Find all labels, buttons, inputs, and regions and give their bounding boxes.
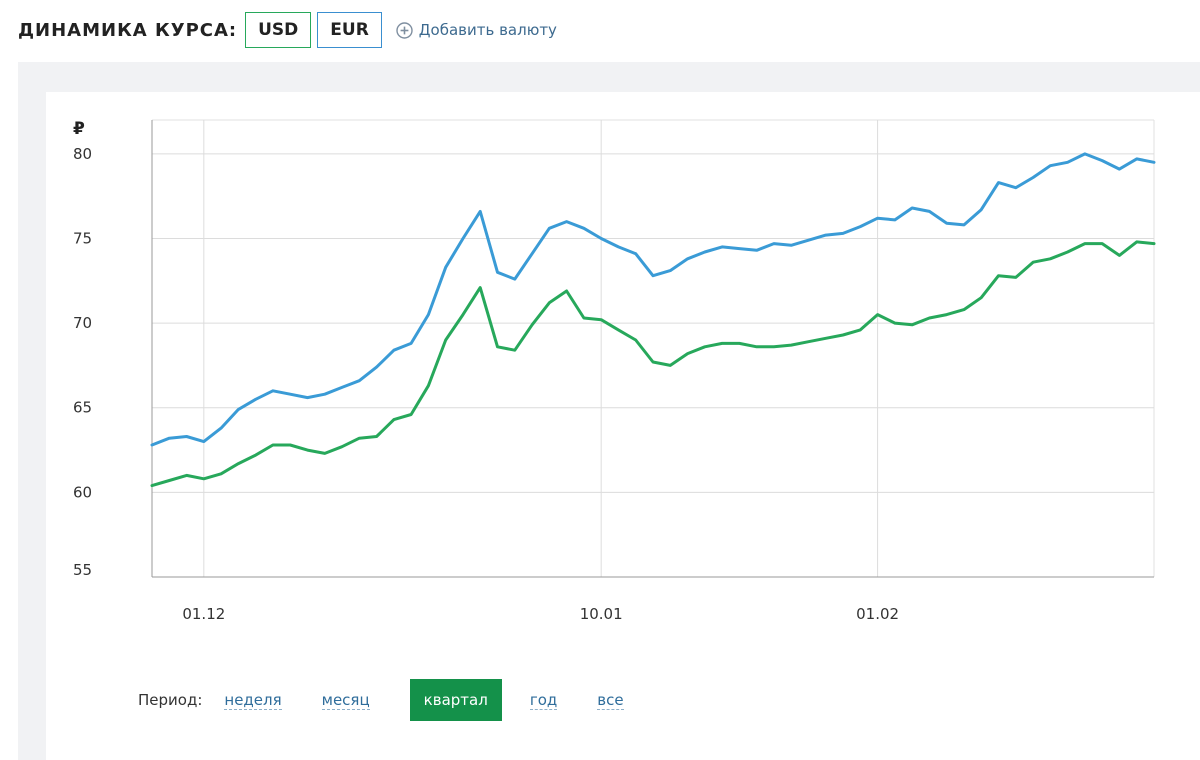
period-year[interactable]: год bbox=[529, 690, 558, 710]
eur-series-line bbox=[150, 152, 1156, 447]
period-week[interactable]: неделя bbox=[224, 690, 282, 710]
plus-circle-icon bbox=[396, 21, 413, 39]
y-tick-label: 80 bbox=[73, 145, 92, 163]
add-currency-label: Добавить валюту bbox=[418, 21, 557, 39]
chart-header: ДИНАМИКА КУРСА: USD EUR Добавить валюту bbox=[18, 10, 557, 50]
page-title: ДИНАМИКА КУРСА: bbox=[18, 19, 238, 41]
y-axis-label: ₽ bbox=[73, 119, 85, 139]
period-quarter[interactable]: квартал bbox=[409, 679, 502, 721]
period-label: Период: bbox=[138, 691, 203, 709]
y-tick-label: 60 bbox=[73, 483, 92, 501]
y-tick-label: 55 bbox=[73, 561, 92, 579]
period-month[interactable]: месяц bbox=[321, 690, 370, 710]
usd-button[interactable]: USD bbox=[245, 12, 312, 48]
y-tick-label: 70 bbox=[73, 314, 92, 332]
usd-series-line bbox=[150, 240, 1156, 488]
y-tick-label: 75 bbox=[73, 229, 92, 247]
chart-card: 55 60 65 70 75 80 01.12 10.01 01.02 ₽ Период: нед… bbox=[46, 92, 1200, 760]
add-currency-link[interactable]: Добавить валюту bbox=[396, 21, 557, 39]
x-tick-label: 10.01 bbox=[580, 605, 623, 623]
exchange-rate-chart: 55 60 65 70 75 80 01.12 10.01 01.02 ₽ bbox=[73, 119, 1156, 623]
period-selector: Период: неделя месяц квартал год все bbox=[138, 678, 664, 722]
x-tick-label: 01.12 bbox=[182, 605, 225, 623]
eur-button[interactable]: EUR bbox=[317, 12, 382, 48]
x-tick-label: 01.02 bbox=[856, 605, 899, 623]
chart-panel: 55 60 65 70 75 80 01.12 10.01 01.02 ₽ Период: нед… bbox=[18, 62, 1200, 760]
y-tick-label: 65 bbox=[73, 399, 92, 417]
period-all[interactable]: все bbox=[597, 690, 624, 710]
